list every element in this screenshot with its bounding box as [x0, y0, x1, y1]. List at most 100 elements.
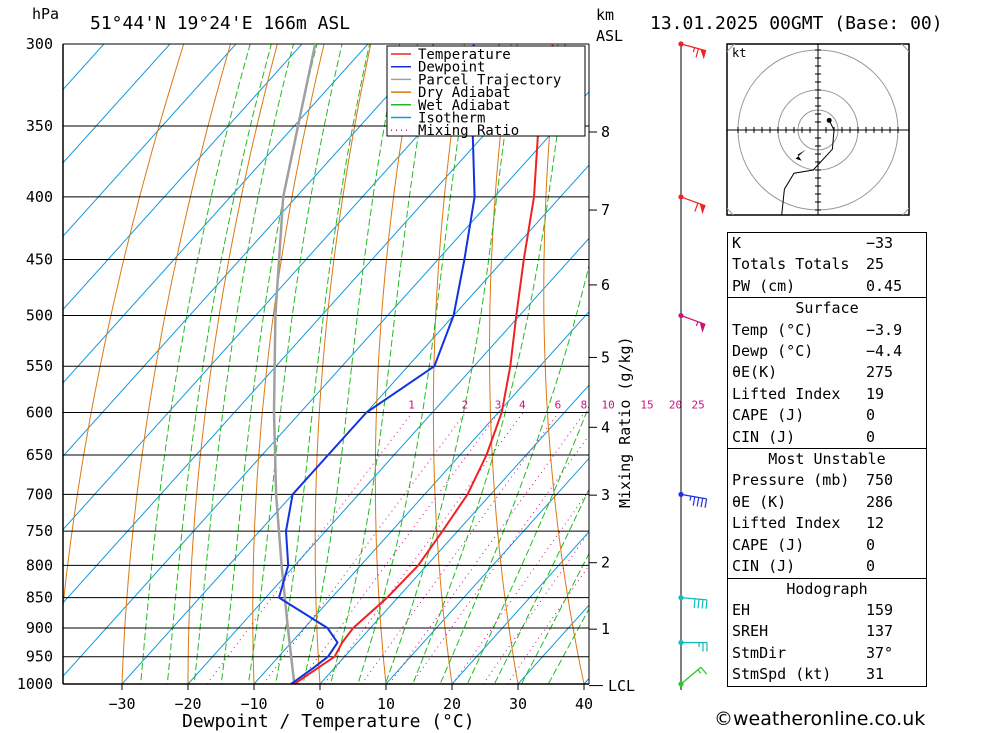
stats-label: EH — [732, 600, 751, 619]
stats-label: Lifted Index — [732, 384, 841, 403]
dry-adiabat-line — [374, 44, 419, 684]
mixing-ratio-label: 2 — [462, 398, 469, 411]
stats-row: StmSpd (kt) 31 — [728, 664, 926, 685]
stats-value: 0 — [866, 557, 876, 576]
isobar-lines — [63, 43, 589, 685]
asl-label: ASL — [596, 27, 623, 45]
mixing-ratio-label: 4 — [519, 398, 526, 411]
stats-row: CAPE (J) 0 — [728, 405, 926, 426]
stats-value: −33 — [866, 234, 894, 252]
km-tick-label: 4 — [601, 418, 610, 436]
stats-value: 159 — [866, 600, 894, 619]
dry-adiabat-line — [63, 44, 185, 611]
axes: 1 2 3 4 6 8 10 15 20 2530035040045050055060065070… — [17, 35, 705, 713]
legend-label: Dewpoint — [418, 60, 485, 76]
isotherm-line — [63, 44, 171, 164]
surface-box: Surface Temp (°C) −3.9 Dewp (°C) −4.4 θE(K) 27… — [727, 297, 927, 450]
legend-label: Mixing Ratio — [418, 123, 519, 139]
temperature-tick-label: −30 — [108, 695, 135, 713]
temperature-tick-label: −10 — [240, 695, 267, 713]
most-unstable-box: Most Unstable Pressure (mb) 750 θE (K) 286 Li… — [727, 448, 927, 579]
wet-adiabat-line — [302, 44, 401, 684]
mixing-ratio-label: 6 — [555, 398, 562, 411]
pressure-tick-label: 850 — [26, 589, 53, 607]
isotherm-line — [63, 44, 237, 237]
dry-adiabat-line — [314, 44, 372, 684]
wind-barb-half-feather — [697, 669, 702, 674]
dry-adiabat-line — [121, 44, 232, 684]
stats-section-title: Hodograph — [786, 579, 868, 598]
isotherm-line — [253, 311, 589, 684]
isotherm-line — [0, 7, 5, 710]
pressure-tick-label: 550 — [26, 357, 53, 375]
location-title: 51°44'N 19°24'E 166m ASL — [90, 13, 350, 34]
mixing-ratio-label: 8 — [581, 398, 588, 411]
mixing-ratio-line — [262, 412, 467, 684]
dry-adiabat-line — [929, 7, 1000, 710]
stats-value: 750 — [866, 471, 894, 490]
legend-box — [386, 45, 586, 137]
dry-adiabat-line — [187, 44, 278, 684]
mixing-ratio-line — [206, 412, 413, 684]
isotherm-line — [63, 44, 435, 457]
stats-row: Totals Totals 25 — [728, 254, 926, 275]
stats-label: θE(K) — [732, 363, 778, 382]
legend-label: Wet Adiabat — [418, 98, 511, 114]
stats-row: CAPE (J) 0 — [728, 535, 926, 556]
wind-level-dot — [678, 639, 684, 646]
wind-barb-feather — [696, 497, 700, 507]
wind-barb-feather — [701, 599, 704, 609]
stats-value: 286 — [866, 492, 894, 511]
stats-row: EH 159 — [728, 600, 926, 621]
wind-barb-half-feather — [695, 321, 699, 327]
temperature-line — [293, 44, 554, 684]
wind-barb-feather — [694, 202, 699, 212]
wind-barb — [680, 314, 706, 326]
stats-section-title: Surface — [795, 299, 859, 318]
stats-label: K — [732, 234, 742, 252]
pressure-tick-label: 600 — [26, 403, 53, 421]
x-axis-label: Dewpoint / Temperature (°C) — [182, 711, 475, 732]
stats-value: 137 — [866, 622, 894, 641]
storm-motion-arrow — [795, 149, 806, 161]
stats-label: θE (K) — [732, 492, 787, 511]
stats-row: K −33 — [728, 233, 926, 254]
stats-value: 37° — [866, 643, 894, 662]
wind-barb-feather — [692, 496, 696, 506]
stats-label: Dewp (°C) — [732, 342, 814, 361]
legend-label: Temperature — [418, 47, 511, 63]
stats-value: −3.9 — [866, 320, 903, 339]
hodograph-ring-label: 50 — [650, 119, 669, 139]
wind-level-dot — [678, 312, 684, 319]
stats-value: 0 — [866, 535, 876, 554]
credit-text: ©weatheronline.co.uk — [714, 708, 926, 730]
wet-adiabat-line — [193, 44, 295, 684]
mixing-ratio-line — [361, 412, 560, 684]
stats-label: Temp (°C) — [732, 320, 814, 339]
wind-barb-feather — [700, 666, 708, 675]
stats-value: 0 — [866, 427, 876, 446]
km-tick-label: 1 — [601, 620, 610, 638]
wind-barb — [680, 196, 706, 207]
km-tick-label: 7 — [601, 201, 610, 219]
isotherm-line — [121, 164, 589, 684]
stats-row: CIN (J) 0 — [728, 427, 926, 448]
stats-label: PW (cm) — [732, 276, 796, 295]
stats-row: Pressure (mb) 750 — [728, 470, 926, 491]
stats-label: Totals Totals — [732, 255, 850, 274]
temperature-tick-label: 10 — [377, 695, 395, 713]
wind-barb-half-feather — [692, 47, 696, 53]
wind-level-dot — [678, 491, 684, 498]
mixing-ratio-label: 10 — [601, 398, 614, 411]
legend-label: Dry Adiabat — [418, 85, 511, 101]
wind-barb-feather — [697, 599, 700, 609]
stats-value: 0.45 — [866, 276, 903, 295]
stats-row: SREH 137 — [728, 621, 926, 642]
wind-barb-feather — [693, 598, 696, 608]
stats-value: 19 — [866, 384, 885, 403]
hodograph-trace — [781, 120, 835, 215]
mixing-ratio-line — [506, 564, 589, 684]
pressure-tick-label: 500 — [26, 307, 53, 325]
pressure-tick-label: 1000 — [17, 675, 53, 693]
